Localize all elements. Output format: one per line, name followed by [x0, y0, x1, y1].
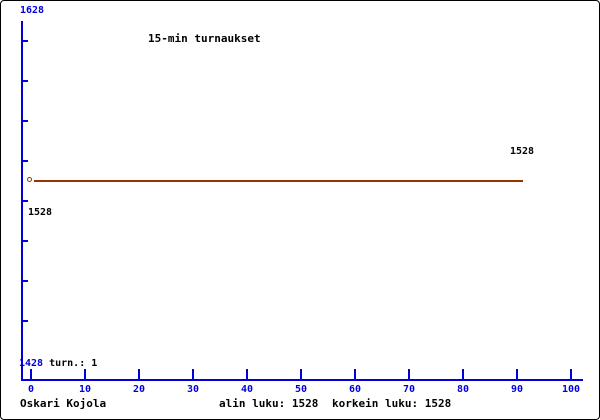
x-tick-label: 20	[132, 384, 146, 395]
x-tick-label: 0	[27, 384, 35, 395]
x-tick-label: 40	[240, 384, 254, 395]
max-label: korkein luku:	[331, 397, 419, 410]
turn-counter-label: turn.: 1	[49, 358, 98, 369]
x-tick-label: 30	[186, 384, 200, 395]
min-label: alin luku:	[219, 397, 286, 410]
chart-title: 15-min turnaukset	[148, 32, 261, 45]
y-axis-tick	[21, 80, 28, 82]
line-start-value-label: 1528	[28, 207, 53, 218]
x-tick-label: 50	[294, 384, 308, 395]
axis-origin-info: 1428 turn.: 1	[19, 358, 97, 369]
line-end-value-label: 1528	[510, 146, 535, 157]
x-axis-tick	[138, 369, 140, 380]
x-axis-tick	[462, 369, 464, 380]
y-axis-tick	[21, 120, 28, 122]
data-point-marker-icon	[27, 177, 32, 182]
y-axis-tick	[21, 40, 28, 42]
player-name: Oskari Kojola	[20, 397, 107, 410]
x-tick-label: 90	[510, 384, 524, 395]
y-axis-max-label: 1628	[20, 5, 45, 16]
x-axis-tick	[516, 369, 518, 380]
y-axis-min-label: 1428	[19, 358, 44, 369]
y-axis-tick	[21, 160, 28, 162]
x-tick-label: 10	[78, 384, 92, 395]
x-axis-tick	[246, 369, 248, 380]
status-summary: alin luku: 1528 korkein luku: 1528	[219, 397, 451, 410]
rating-line	[34, 180, 523, 182]
max-value: 1528	[424, 397, 452, 410]
x-axis-tick	[192, 369, 194, 380]
x-axis-tick	[354, 369, 356, 380]
y-axis-tick	[21, 240, 28, 242]
x-tick-label: 100	[561, 384, 581, 395]
x-axis-tick	[408, 369, 410, 380]
x-axis-line	[21, 379, 583, 381]
x-axis-tick	[570, 369, 572, 380]
x-axis-tick	[30, 369, 32, 380]
min-value: 1528	[291, 397, 319, 410]
x-axis-tick	[84, 369, 86, 380]
x-axis-tick	[300, 369, 302, 380]
y-axis-tick	[21, 320, 28, 322]
y-axis-tick	[21, 280, 28, 282]
x-tick-label: 80	[456, 384, 470, 395]
x-tick-label: 70	[402, 384, 416, 395]
y-axis-tick	[21, 200, 28, 202]
x-tick-label: 60	[348, 384, 362, 395]
